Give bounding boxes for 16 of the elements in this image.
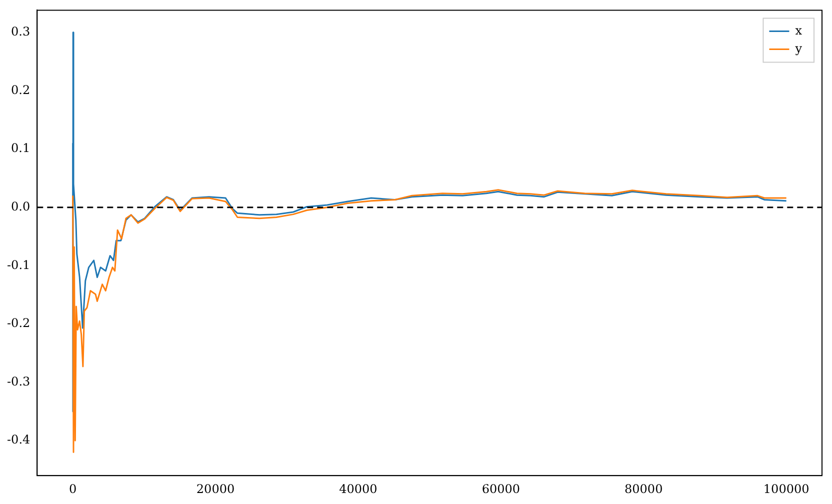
y-tick-label: -0.2 — [7, 316, 30, 330]
y-tick-label: 0.3 — [11, 24, 30, 38]
x-tick-label: 0 — [68, 482, 77, 496]
y-tick-label: -0.4 — [7, 432, 30, 447]
legend-label: y — [794, 41, 802, 56]
x-tick-label: 60000 — [482, 482, 520, 496]
legend-label: x — [795, 23, 802, 38]
y-tick-label: 0.1 — [11, 141, 30, 156]
x-tick-label: 40000 — [339, 482, 378, 496]
x-tick-label: 80000 — [624, 482, 663, 496]
y-tick-label: 0.0 — [11, 199, 30, 214]
x-tick-label: 20000 — [196, 482, 235, 496]
y-tick-label: -0.3 — [7, 374, 30, 388]
x-tick-label: 100000 — [763, 482, 810, 496]
y-tick-label: -0.1 — [7, 258, 30, 272]
y-tick-label: 0.2 — [11, 82, 30, 97]
